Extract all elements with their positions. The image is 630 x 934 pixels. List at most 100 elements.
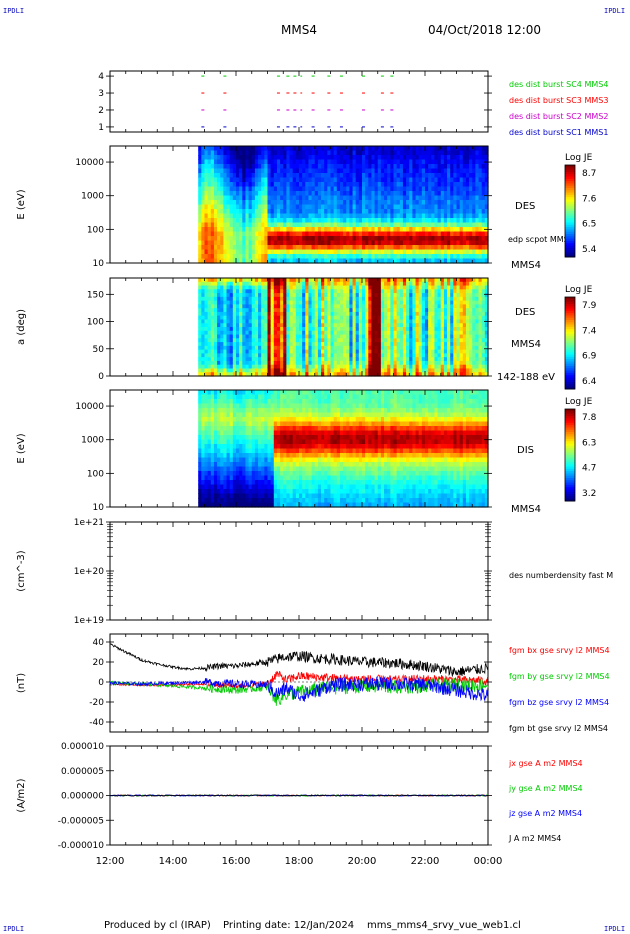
spectrogram-2-cell — [327, 254, 332, 260]
spectrogram-2-cell — [289, 213, 294, 219]
spectrogram-2-cell — [365, 155, 369, 161]
spectrogram-2-cell — [283, 200, 287, 206]
spectrogram-2-cell — [418, 191, 423, 197]
spectrogram-2-cell — [336, 195, 341, 201]
spectrogram-3-cell — [327, 293, 332, 298]
spectrogram-3-cell — [330, 330, 335, 336]
spectrogram-3-cell — [324, 357, 328, 362]
spectrogram-2-cell — [437, 191, 442, 197]
spectrogram-3-cell — [447, 296, 451, 302]
spectrogram-3-cell — [421, 304, 426, 309]
spectrogram-3-cell — [418, 300, 423, 305]
spectrogram-2-cell — [226, 150, 231, 156]
spectrogram-3-cell — [270, 304, 275, 309]
spectrogram-3-cell — [198, 323, 202, 328]
spectrogram-3-cell — [302, 311, 306, 317]
spectrogram-3-cell — [245, 293, 250, 298]
spectrogram-2-cell — [355, 218, 360, 224]
spectrogram-3-cell — [273, 293, 278, 298]
spectrogram-3-cell — [418, 296, 423, 302]
spectrogram-2-cell — [352, 213, 357, 219]
spectrogram-3-cell — [236, 308, 240, 313]
spectrogram-2-cell — [286, 222, 291, 228]
spectrogram-2-cell — [295, 231, 300, 237]
spectrogram-2-cell — [421, 227, 426, 233]
spectrogram-2-cell — [286, 245, 291, 251]
spectrogram-2-cell — [390, 231, 395, 237]
spectrogram-3-cell — [217, 319, 221, 324]
spectrogram-2-cell — [472, 191, 476, 197]
spectrogram-2-cell — [484, 173, 489, 179]
spectrogram-3-cell — [387, 330, 391, 336]
spectrogram-3-cell — [390, 334, 395, 339]
spectrogram-2-cell — [270, 209, 275, 215]
spectrogram-2-cell — [336, 245, 341, 251]
spectrogram-2-cell — [362, 254, 366, 260]
spectrogram-2-cell — [365, 146, 369, 152]
spectrogram-2-cell — [248, 227, 253, 233]
spectrogram-2-cell — [453, 182, 458, 188]
spectrogram-3-cell — [286, 293, 291, 298]
spectrogram-3-cell — [362, 281, 366, 287]
spectrogram-2-cell — [217, 191, 221, 197]
spectrogram-2-cell — [371, 249, 376, 255]
spectrogram-2-cell — [264, 258, 269, 264]
spectrogram-3-cell — [299, 304, 303, 309]
spectrogram-2-cell — [475, 200, 480, 206]
spectrogram-2-cell — [264, 150, 269, 156]
spectrogram-3-cell — [327, 285, 332, 290]
spectrogram-2-cell — [421, 150, 426, 156]
spectrogram-2-cell — [308, 164, 313, 170]
spectrogram-3-cell — [327, 281, 332, 287]
spectrogram-3-cell — [390, 308, 395, 313]
spectrogram-2-cell — [254, 236, 259, 242]
spectrogram-3-cell — [456, 327, 461, 332]
spectrogram-2-cell — [321, 155, 325, 161]
spectrogram-2-cell — [352, 195, 357, 201]
spectrogram-2-cell — [311, 227, 316, 233]
spectrogram-3-cell — [299, 315, 303, 321]
spectrogram-2-cell — [267, 191, 272, 197]
spectrogram-3-cell — [217, 357, 221, 362]
spectrogram-2-cell — [333, 150, 338, 156]
spectrogram-2-cell — [428, 258, 432, 264]
spectrogram-3-cell — [305, 349, 310, 354]
spectrogram-3-cell — [450, 289, 454, 294]
spectrogram-2-cell — [330, 240, 335, 246]
spectrogram-3-cell — [437, 372, 442, 377]
spectrogram-3-cell — [406, 345, 410, 351]
spectrogram-3-cell — [396, 308, 401, 313]
spectrogram-3-cell — [299, 285, 303, 290]
spectrogram-3-cell — [226, 308, 231, 313]
spectrogram-3-cell — [428, 360, 432, 366]
spectrogram-2-cell — [349, 191, 354, 197]
spectrogram-2-cell — [280, 245, 284, 251]
spectrogram-2-cell — [292, 177, 297, 183]
spectrogram-2-cell — [440, 245, 445, 251]
spectrogram-2-cell — [478, 150, 483, 156]
spectrogram-3-cell — [472, 311, 476, 317]
spectrogram-3-cell — [469, 315, 473, 321]
spectrogram-3-cell — [201, 360, 206, 366]
spectrogram-3-cell — [201, 304, 206, 309]
spectrogram-3-cell — [418, 334, 423, 339]
spectrogram-3-cell — [311, 323, 316, 328]
spectrogram-2-cell — [232, 213, 237, 219]
spectrogram-3-cell — [406, 349, 410, 354]
spectrogram-3-cell — [220, 342, 224, 347]
spectrogram-2-cell — [406, 186, 410, 192]
spectrogram-2-cell — [434, 159, 439, 165]
spectrogram-2-cell — [428, 155, 432, 161]
spectrogram-2-cell — [213, 249, 218, 255]
spectrogram-3-cell — [377, 357, 382, 362]
spectrogram-3-cell — [220, 308, 224, 313]
spectrogram-2-cell — [374, 213, 379, 219]
spectrogram-2-cell — [462, 177, 467, 183]
spectrogram-3-cell — [406, 327, 410, 332]
spectrogram-2-cell — [270, 227, 275, 233]
spectrogram-2-cell — [267, 231, 272, 237]
spectrogram-2-cell — [314, 200, 319, 206]
spectrogram-3-cell — [415, 342, 420, 347]
spectrogram-3-cell — [355, 345, 360, 351]
spectrogram-3-cell — [377, 289, 382, 294]
